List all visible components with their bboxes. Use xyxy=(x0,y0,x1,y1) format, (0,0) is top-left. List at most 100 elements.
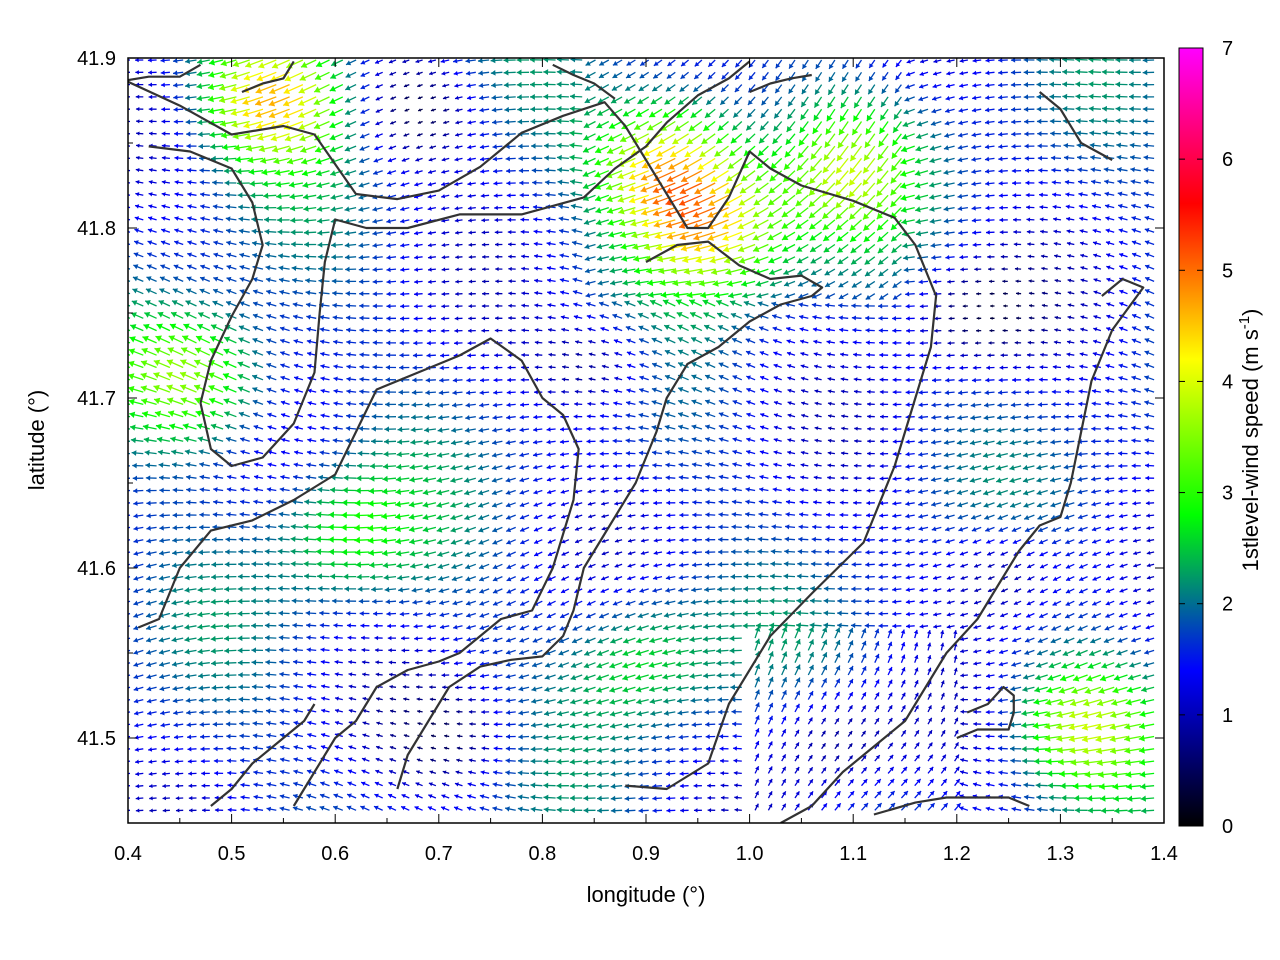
wind-arrow xyxy=(492,144,503,150)
wind-arrow xyxy=(344,133,357,140)
wind-arrow xyxy=(1129,154,1141,161)
wind-arrow xyxy=(212,179,224,186)
wind-arrow xyxy=(1038,168,1048,173)
wind-arrow xyxy=(985,95,995,101)
wind-arrow xyxy=(161,119,170,124)
wind-arrow xyxy=(1117,179,1128,185)
wind-arrow xyxy=(905,71,915,77)
wind-arrow xyxy=(490,70,503,76)
wind-arrow xyxy=(1115,93,1128,100)
wind-arrow xyxy=(300,59,317,68)
wind-arrow xyxy=(148,192,157,197)
wind-arrow xyxy=(1101,81,1115,88)
wind-arrow xyxy=(814,84,823,95)
wind-arrow xyxy=(315,170,330,177)
wind-arrow xyxy=(998,94,1008,100)
wind-arrow xyxy=(210,155,224,162)
wind-arrow xyxy=(330,206,343,212)
wind-arrow xyxy=(135,192,144,197)
wind-arrow xyxy=(1025,180,1035,186)
wind-arrow xyxy=(971,107,982,113)
wind-arrow xyxy=(900,170,915,177)
wind-arrow xyxy=(283,84,304,95)
wind-arrow xyxy=(582,194,596,202)
wind-arrow xyxy=(545,192,556,198)
wind-arrow xyxy=(1142,81,1155,88)
wind-arrow xyxy=(707,59,716,68)
wind-arrow xyxy=(440,58,450,64)
wind-arrow xyxy=(957,157,969,163)
wind-arrow xyxy=(594,194,610,202)
wind-arrow xyxy=(282,108,304,119)
wind-arrow xyxy=(1064,167,1075,173)
wind-arrow xyxy=(679,182,703,195)
wind-arrow xyxy=(1065,204,1075,210)
wind-arrow xyxy=(197,131,210,138)
x-tick-label: 0.9 xyxy=(632,843,660,865)
wind-arrow xyxy=(629,206,649,216)
wind-arrow xyxy=(477,58,490,64)
wind-arrow xyxy=(428,59,437,64)
wind-arrow xyxy=(303,205,317,212)
wind-arrow xyxy=(359,145,370,151)
wind-arrow xyxy=(134,204,144,209)
wind-arrow xyxy=(402,59,410,64)
wind-arrow xyxy=(628,182,649,192)
wind-arrow xyxy=(1062,81,1075,88)
wind-arrow xyxy=(219,83,237,92)
wind-arrow xyxy=(943,157,955,163)
wind-arrow xyxy=(932,83,942,89)
wind-arrow xyxy=(775,59,783,69)
wind-arrow xyxy=(624,84,636,92)
wind-arrow xyxy=(652,206,676,217)
wind-arrow xyxy=(1129,142,1141,149)
wind-arrow xyxy=(403,133,410,137)
wind-arrow xyxy=(505,156,516,162)
wind-arrow xyxy=(1026,205,1035,210)
wind-arrow xyxy=(626,59,636,66)
wind-arrow xyxy=(958,108,969,113)
wind-arrow xyxy=(389,120,397,125)
wind-arrow xyxy=(1115,58,1128,63)
colorbar-title: 1stlevel-wind speed (m s-1) xyxy=(1236,309,1263,572)
wind-arrow xyxy=(957,169,969,175)
wind-arrow xyxy=(256,71,277,82)
colorbar-tick-label: 5 xyxy=(1222,260,1233,282)
wind-arrow xyxy=(608,120,623,129)
wind-arrow xyxy=(900,182,915,189)
wind-arrow xyxy=(219,71,237,79)
wind-arrow xyxy=(505,143,516,150)
wind-arrow xyxy=(890,182,902,196)
wind-arrow xyxy=(811,133,823,148)
wind-arrow xyxy=(479,119,490,125)
wind-arrow xyxy=(747,96,756,106)
wind-arrow xyxy=(345,59,357,66)
y-tick-label: 41.8 xyxy=(77,218,116,240)
wind-arrow xyxy=(813,108,823,122)
wind-arrow xyxy=(316,182,330,189)
wind-arrow xyxy=(271,145,290,153)
wind-arrow xyxy=(1063,142,1075,149)
wind-arrow xyxy=(1102,105,1115,112)
wind-arrow xyxy=(344,108,357,115)
wind-arrow xyxy=(1116,167,1128,173)
wind-arrow xyxy=(695,170,716,183)
wind-arrow xyxy=(208,71,224,78)
wind-arrow xyxy=(282,96,304,107)
wind-arrow xyxy=(1025,168,1035,174)
wind-arrow xyxy=(929,145,942,151)
wind-arrow xyxy=(210,143,224,150)
wind-arrow xyxy=(276,205,290,212)
wind-arrow xyxy=(330,71,344,79)
wind-arrow xyxy=(299,71,317,81)
wind-arrow xyxy=(467,107,476,113)
wind-arrow xyxy=(313,120,330,130)
wind-arrow xyxy=(491,94,503,101)
wind-arrow xyxy=(781,194,796,207)
wind-arrow xyxy=(944,132,955,138)
wind-arrow xyxy=(878,133,889,148)
wind-arrow xyxy=(737,207,756,218)
wind-arrow xyxy=(569,154,583,161)
wind-arrow xyxy=(543,142,556,149)
wind-arrow xyxy=(787,96,796,107)
